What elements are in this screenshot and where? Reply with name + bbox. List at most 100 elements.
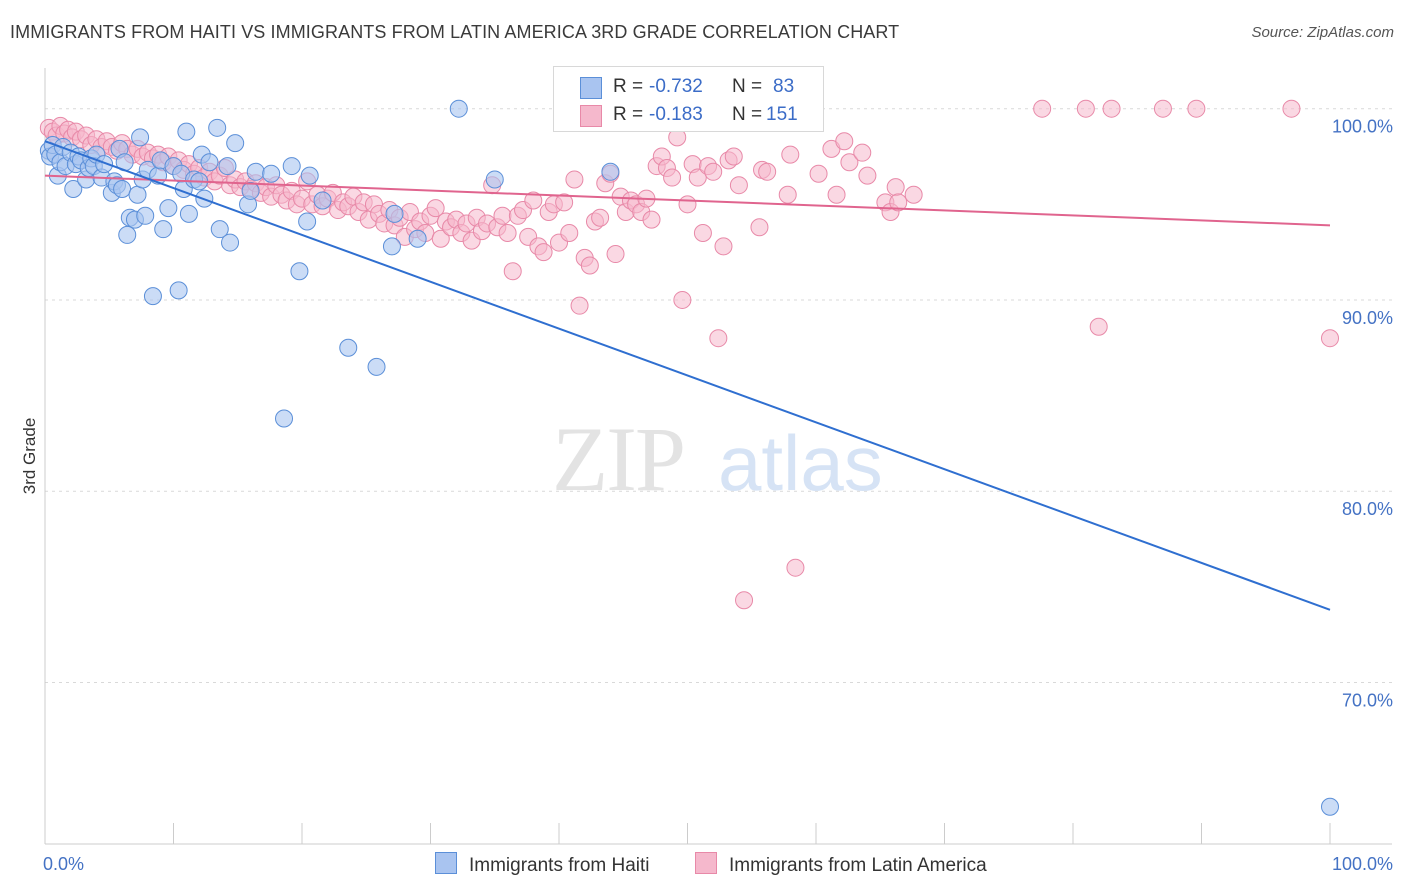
latin-point	[642, 210, 661, 229]
haiti-r-label: R =	[613, 76, 644, 97]
haiti-point	[210, 220, 229, 239]
haiti-point	[169, 281, 188, 300]
legend-haiti-label: Immigrants from Haiti	[469, 855, 650, 876]
haiti-point	[300, 166, 319, 185]
latin-point	[778, 185, 797, 204]
y-axis-label: 3rd Grade	[20, 418, 39, 495]
stats-legend: R = -0.732 N = 83 R = -0.183 N = 151	[553, 66, 824, 132]
haiti-point	[221, 233, 240, 252]
latin-r-value: -0.183	[649, 104, 703, 125]
latin-points	[39, 99, 1339, 610]
haiti-point	[601, 162, 620, 181]
latin-point	[1321, 329, 1339, 348]
latin-point	[704, 162, 723, 181]
y-tick-label: 70.0%	[1342, 690, 1393, 710]
latin-point	[1033, 99, 1052, 118]
latin-point	[735, 591, 754, 610]
haiti-point	[154, 220, 173, 239]
latin-point	[1102, 99, 1121, 118]
stats-legend-row-latin: R = -0.183 N = 151	[554, 101, 823, 129]
haiti-point	[241, 181, 260, 200]
x-tick-label: 0.0%	[43, 854, 84, 874]
latin-r-label: R =	[613, 104, 644, 125]
latin-point	[1282, 99, 1301, 118]
latin-trend-line	[44, 174, 1331, 227]
haiti-point	[143, 287, 162, 306]
latin-point	[750, 218, 769, 237]
latin-n-label: N =	[732, 104, 763, 125]
latin-point	[781, 145, 800, 164]
latin-point	[724, 147, 743, 166]
haiti-point	[298, 212, 317, 231]
latin-point	[904, 185, 923, 204]
haiti-point	[208, 118, 227, 137]
haiti-point	[367, 357, 386, 376]
latin-point	[858, 166, 877, 185]
watermark-zip: ZIP	[552, 408, 684, 510]
latin-point	[570, 296, 589, 315]
latin-n-value: 151	[766, 104, 798, 125]
haiti-point	[118, 225, 137, 244]
haiti-point	[226, 134, 245, 153]
source-label: Source: ZipAtlas.com	[1251, 24, 1394, 41]
latin-point	[827, 185, 846, 204]
latin-point	[663, 168, 682, 187]
y-tick-label: 100.0%	[1332, 117, 1393, 137]
legend-haiti-swatch	[435, 852, 457, 874]
latin-swatch	[580, 105, 602, 127]
latin-point	[809, 164, 828, 183]
series-legend-latin: Immigrants from Latin America	[695, 852, 987, 877]
haiti-point	[200, 153, 219, 172]
haiti-point	[179, 204, 198, 223]
latin-point	[591, 208, 610, 227]
latin-point	[503, 262, 522, 281]
latin-point	[886, 178, 905, 197]
latin-point	[729, 176, 748, 195]
latin-point	[786, 558, 805, 577]
haiti-point	[408, 229, 427, 248]
haiti-point	[177, 122, 196, 141]
latin-point	[758, 162, 777, 181]
latin-point	[565, 170, 584, 189]
haiti-point	[313, 191, 332, 210]
latin-point	[835, 132, 854, 151]
latin-point	[1089, 317, 1108, 336]
haiti-point	[218, 157, 237, 176]
haiti-point	[64, 180, 83, 199]
latin-point	[714, 237, 733, 256]
latin-point	[555, 193, 574, 212]
latin-point	[534, 243, 553, 262]
latin-point	[524, 191, 543, 210]
haiti-point	[95, 155, 114, 174]
haiti-point	[449, 99, 468, 118]
haiti-n-label: N =	[732, 76, 763, 97]
latin-point	[1076, 99, 1095, 118]
haiti-point	[485, 170, 504, 189]
haiti-point	[282, 157, 301, 176]
latin-point	[606, 245, 625, 264]
haiti-point	[136, 206, 155, 225]
haiti-point	[128, 185, 147, 204]
latin-point	[1187, 99, 1206, 118]
haiti-point	[131, 128, 150, 147]
haiti-point	[385, 204, 404, 223]
latin-point	[580, 256, 599, 275]
haiti-swatch	[580, 77, 602, 99]
watermark: ZIP atlas	[552, 408, 883, 510]
latin-point	[426, 199, 445, 218]
latin-point	[709, 329, 728, 348]
haiti-point	[246, 162, 265, 181]
latin-point	[678, 195, 697, 214]
latin-point	[853, 143, 872, 162]
latin-point	[673, 290, 692, 309]
haiti-point	[382, 237, 401, 256]
chart-title: IMMIGRANTS FROM HAITI VS IMMIGRANTS FROM…	[10, 22, 900, 42]
latin-point	[840, 153, 859, 172]
latin-point	[431, 229, 450, 248]
latin-point	[493, 206, 512, 225]
haiti-point	[1321, 797, 1339, 816]
haiti-point	[339, 338, 358, 357]
latin-point	[693, 224, 712, 242]
latin-point	[560, 224, 579, 242]
